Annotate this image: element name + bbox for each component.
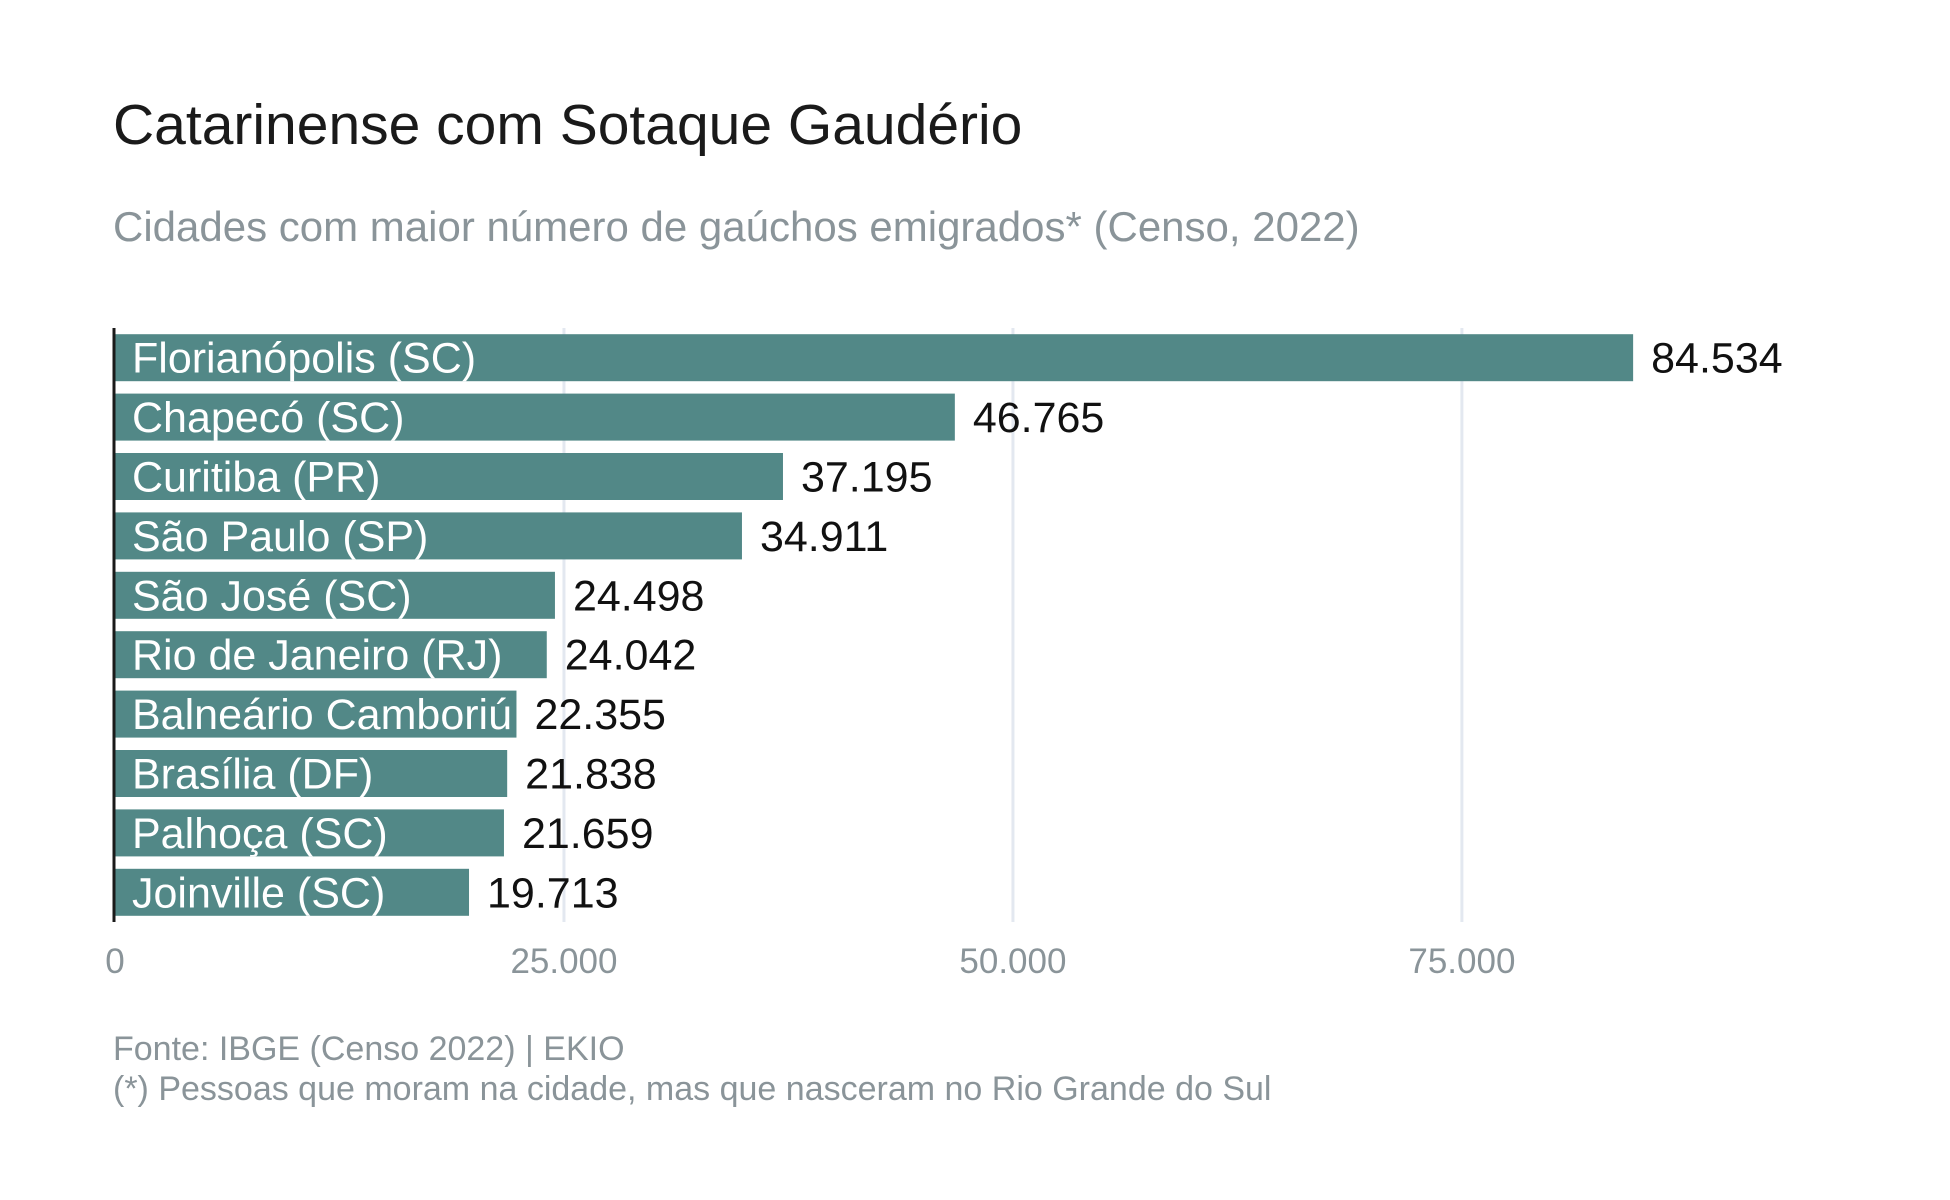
value-label: 84.534 bbox=[1651, 335, 1783, 383]
chart-title: Catarinense com Sotaque Gaudério bbox=[113, 93, 1023, 157]
value-label: 21.659 bbox=[522, 810, 654, 858]
value-label: 34.911 bbox=[760, 513, 888, 561]
bars: Florianópolis (SC) 84.534 Chapecó (SC) 46.7… bbox=[115, 334, 1783, 917]
x-tick-label: 75.000 bbox=[1408, 942, 1515, 981]
value-label: 24.042 bbox=[565, 632, 697, 680]
footnote-caption: (*) Pessoas que moram na cidade, mas que… bbox=[113, 1070, 1272, 1108]
category-label: Chapecó (SC) bbox=[132, 394, 404, 442]
bar bbox=[115, 393, 955, 441]
x-tick-label: 0 bbox=[105, 942, 124, 981]
category-label: Palhoça (SC) bbox=[132, 810, 388, 858]
value-label: 37.195 bbox=[801, 454, 933, 502]
value-label: 46.765 bbox=[973, 394, 1105, 442]
bar bbox=[115, 690, 517, 738]
value-label: 24.498 bbox=[573, 572, 705, 620]
category-label: Balneário Camboriú (SC) bbox=[132, 691, 612, 739]
chart-subtitle: Cidades com maior número de gaúchos emig… bbox=[113, 203, 1360, 250]
category-label: Florianópolis (SC) bbox=[132, 335, 476, 383]
source-caption: Fonte: IBGE (Censo 2022) | EKIO bbox=[113, 1030, 625, 1068]
bar bbox=[115, 750, 508, 797]
category-label: São Paulo (SP) bbox=[132, 513, 428, 561]
category-label: Brasília (DF) bbox=[132, 751, 373, 799]
value-label: 22.355 bbox=[534, 691, 666, 739]
bar bbox=[115, 809, 504, 857]
category-label: Joinville (SC) bbox=[132, 869, 385, 917]
bar bbox=[115, 868, 470, 916]
bar bbox=[115, 512, 742, 560]
x-tick-label: 50.000 bbox=[959, 942, 1066, 981]
axes: 0 25.000 50.000 75.000 bbox=[105, 328, 1515, 981]
category-label: Curitiba (PR) bbox=[132, 454, 381, 502]
bar bbox=[115, 571, 555, 619]
category-label: São José (SC) bbox=[132, 572, 412, 620]
value-label: 21.838 bbox=[525, 751, 657, 799]
category-label: Rio de Janeiro (RJ) bbox=[132, 632, 502, 680]
value-label: 19.713 bbox=[487, 869, 619, 917]
x-tick-label: 25.000 bbox=[510, 942, 617, 981]
bar bbox=[115, 631, 547, 679]
bar bbox=[115, 453, 783, 500]
bar bbox=[115, 334, 1634, 382]
